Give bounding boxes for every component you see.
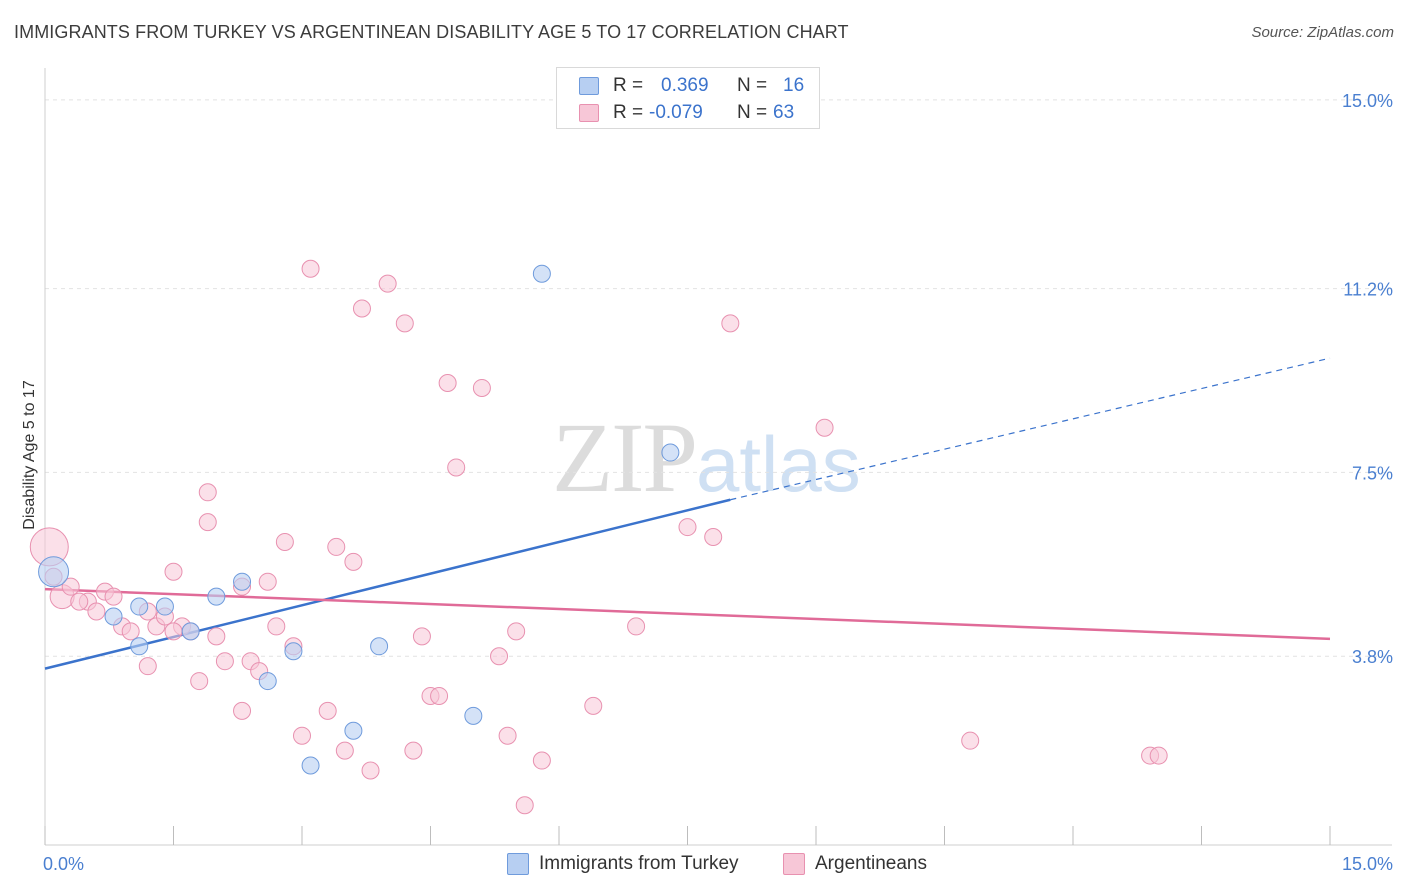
point-argentineans: [532, 751, 551, 770]
point-argentineans: [378, 274, 397, 293]
point-argentineans: [438, 374, 457, 392]
point-argentineans: [301, 259, 320, 278]
point-argentineans: [198, 513, 217, 532]
point-argentineans: [215, 652, 234, 671]
legend-r-value: -0.079: [649, 102, 703, 123]
point-argentineans: [293, 726, 311, 745]
point-argentineans: [961, 731, 980, 750]
point-argentineans: [815, 418, 834, 437]
point-argentineans: [490, 647, 509, 666]
point-turkey: [464, 706, 483, 725]
point-argentineans: [584, 696, 603, 715]
point-argentineans: [190, 672, 209, 691]
point-argentineans: [87, 602, 106, 621]
point-turkey: [258, 672, 277, 691]
tick-labels: 3.8% 7.5% 11.2% 15.0% 0.0% 15.0%: [43, 91, 1393, 874]
point-argentineans: [515, 796, 534, 815]
point-argentineans: [61, 577, 80, 596]
y-tick-label: 15.0%: [1342, 91, 1393, 111]
legend-n-value: 63: [773, 102, 795, 123]
legend-swatch-turkey: [579, 77, 599, 95]
point-argentineans: [1149, 746, 1168, 765]
bottom-legend-swatch-argentineans: [783, 853, 805, 875]
point-argentineans: [472, 378, 491, 397]
bottom-legend-label-turkey: Immigrants from Turkey: [539, 853, 739, 874]
point-argentineans: [507, 622, 526, 641]
point-argentineans: [258, 572, 277, 591]
point-turkey: [130, 597, 149, 616]
point-turkey: [370, 637, 389, 656]
bottom-legend-label-argentineans: Argentineans: [815, 853, 927, 874]
point-argentineans: [207, 627, 226, 646]
correlation-legend: R = 0.369 N = 16 R = -0.079 N = 63: [556, 67, 820, 129]
point-argentineans: [335, 741, 354, 760]
point-turkey: [155, 597, 174, 616]
point-argentineans: [344, 552, 363, 571]
y-tick-label: 11.2%: [1343, 280, 1393, 300]
point-argentineans: [70, 592, 89, 611]
trend-line-turkey: [44, 498, 731, 670]
point-argentineans: [275, 532, 294, 551]
bottom-legend-swatch-turkey: [507, 853, 529, 875]
point-argentineans: [412, 627, 431, 646]
point-turkey: [532, 264, 551, 283]
point-argentineans: [352, 299, 371, 318]
point-argentineans: [164, 562, 183, 581]
x-tick-label: 0.0%: [43, 854, 84, 874]
gridlines: [45, 99, 1392, 657]
point-argentineans: [164, 622, 183, 641]
legend-r-value: 0.369: [661, 75, 709, 96]
y-axis-label: Disability Age 5 to 17: [21, 380, 38, 530]
point-argentineans: [198, 483, 217, 502]
source-credit: Source: ZipAtlas.com: [1251, 24, 1394, 41]
point-argentineans: [327, 537, 346, 556]
point-argentineans: [721, 314, 740, 333]
point-turkey: [130, 637, 149, 656]
point-argentineans: [138, 657, 157, 676]
trend-line-argentineans: [44, 587, 1331, 641]
trend-line-turkey-extension: [730, 357, 1331, 501]
legend-n-value: 16: [783, 75, 805, 96]
point-turkey: [207, 587, 226, 606]
point-argentineans: [121, 622, 140, 641]
axes: [44, 68, 1392, 846]
point-argentineans: [395, 314, 414, 333]
point-argentineans: [318, 701, 337, 720]
data-points: [29, 259, 1168, 815]
point-turkey: [301, 756, 320, 775]
point-argentineans: [498, 726, 517, 745]
point-argentineans: [678, 518, 697, 537]
point-argentineans: [104, 587, 123, 606]
point-argentineans: [704, 528, 723, 546]
y-tick-label: 3.8%: [1352, 647, 1393, 667]
point-turkey: [104, 607, 123, 626]
point-argentineans: [627, 617, 646, 636]
point-turkey: [38, 556, 70, 588]
watermark-atlas: atlas: [696, 420, 861, 508]
point-argentineans: [404, 741, 423, 760]
legend-swatch-argentineans: [579, 104, 599, 122]
point-argentineans: [361, 761, 380, 780]
watermark: ZIPatlas: [552, 400, 861, 515]
point-argentineans: [267, 617, 286, 636]
point-turkey: [344, 721, 363, 740]
point-turkey: [233, 572, 252, 591]
point-turkey: [284, 642, 303, 661]
y-tick-label: 7.5%: [1352, 463, 1393, 483]
point-argentineans: [447, 458, 466, 477]
point-turkey: [181, 622, 200, 641]
trend-lines: [44, 357, 1331, 670]
chart-title: IMMIGRANTS FROM TURKEY VS ARGENTINEAN DI…: [14, 22, 849, 42]
point-turkey: [661, 443, 680, 462]
legend-n-label: N =: [737, 75, 768, 96]
legend-r-label: R =: [613, 75, 644, 96]
x-tick-label: 15.0%: [1342, 854, 1393, 874]
point-argentineans: [430, 686, 449, 705]
point-argentineans: [233, 701, 252, 720]
legend-r-label: R =: [613, 102, 644, 123]
legend-n-label: N =: [737, 102, 768, 123]
